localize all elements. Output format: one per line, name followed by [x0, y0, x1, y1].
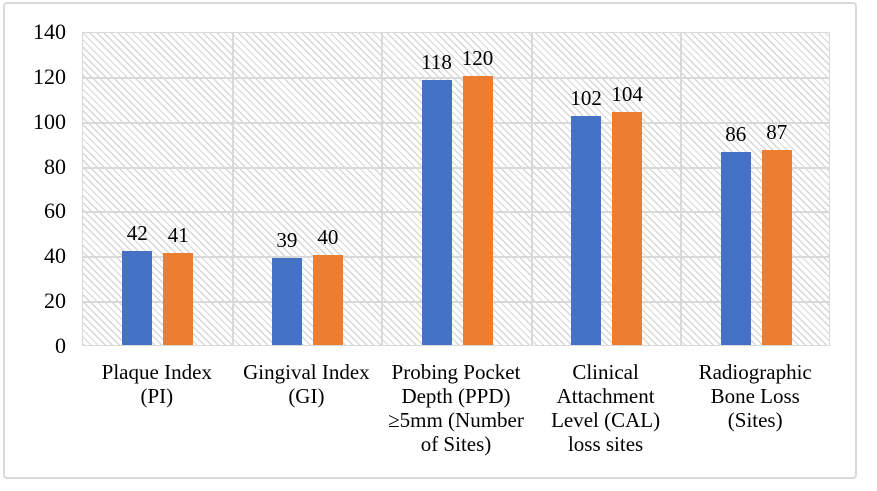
data-label-series-1-category-1: 42: [126, 220, 148, 245]
bar-series-1-category-1: [122, 250, 153, 345]
y-tick-100: 100: [33, 108, 66, 134]
y-tick-20: 20: [44, 288, 66, 314]
gridline-v-1: [231, 33, 234, 345]
plot-area: 42 39 118 102 86 41 40 120 104 87: [82, 32, 830, 346]
data-label-series-2-category-4: 104: [611, 81, 643, 106]
data-label-series-1-category-3: 118: [421, 50, 452, 75]
data-label-series-2-category-1: 41: [167, 223, 189, 248]
y-tick-40: 40: [44, 243, 66, 269]
x-category-label-4: Clinical Attachment Level (CAL) loss sit…: [551, 360, 661, 456]
x-category-label-5: Radiographic Bone Loss (Sites): [698, 360, 812, 432]
gridline-h-60: [83, 211, 829, 214]
bar-series-2-category-1: [163, 253, 194, 345]
y-tick-120: 120: [33, 63, 66, 89]
bar-series-1-category-3: [421, 80, 452, 345]
gridline-v-2: [381, 33, 384, 345]
x-category-label-3: Probing Pocket Depth (PPD) ≥5mm (Number …: [388, 360, 524, 456]
gridline-h-120: [83, 76, 829, 79]
x-category-label-2: Gingival Index (GI): [243, 360, 370, 408]
x-category-label-1: Plaque Index (PI): [101, 360, 212, 408]
gridline-h-20: [83, 301, 829, 304]
bar-series-2-category-3: [462, 75, 493, 345]
y-tick-140: 140: [33, 19, 66, 44]
gridline-h-80: [83, 166, 829, 169]
gridline-v-3: [530, 33, 533, 345]
data-label-series-2-category-2: 40: [317, 225, 339, 250]
bar-series-1-category-5: [720, 152, 751, 345]
bar-series-1-category-2: [271, 257, 302, 345]
bar-series-2-category-5: [761, 149, 792, 345]
gridline-h-40: [83, 256, 829, 259]
data-label-series-1-category-2: 39: [276, 227, 298, 252]
data-label-series-1-category-5: 86: [725, 122, 747, 147]
y-tick-60: 60: [44, 198, 66, 224]
data-label-series-1-category-4: 102: [570, 86, 602, 111]
y-tick-80: 80: [44, 153, 66, 179]
data-label-series-2-category-3: 120: [461, 45, 494, 70]
y-tick-0: 0: [55, 333, 66, 358]
bar-series-1-category-4: [571, 116, 602, 345]
gridline-v-4: [680, 33, 683, 345]
gridline-h-100: [83, 121, 829, 124]
data-label-series-2-category-5: 87: [766, 119, 788, 144]
bar-series-2-category-2: [312, 255, 343, 345]
bar-series-2-category-4: [612, 111, 643, 345]
